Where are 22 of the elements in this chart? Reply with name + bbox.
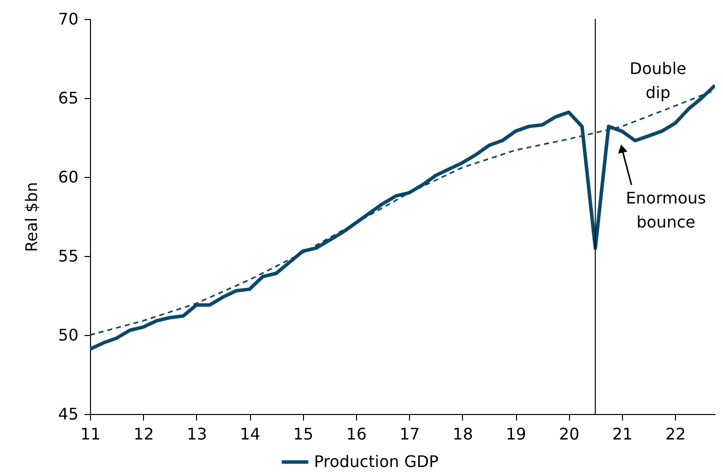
x-tick-label: 11 bbox=[80, 424, 101, 444]
x-tick-label: 12 bbox=[134, 424, 154, 444]
x-tick-label: 21 bbox=[612, 424, 633, 444]
x-tick-label: 15 bbox=[293, 424, 314, 444]
annotation: Double dip bbox=[630, 59, 686, 102]
y-tick-label: 65 bbox=[58, 88, 78, 108]
y-tick-label: 60 bbox=[58, 168, 78, 186]
y-tick-label: 50 bbox=[58, 326, 78, 344]
annotation: Enormous bounce bbox=[626, 188, 706, 232]
y-tick-label: 45 bbox=[58, 404, 78, 424]
y-axis-title: Real $bn bbox=[22, 182, 42, 252]
x-tick-label: 13 bbox=[186, 424, 208, 444]
x-tick-label: 20 bbox=[559, 424, 580, 444]
legend-label: Production GDP bbox=[314, 452, 439, 471]
x-tick-label: 16 bbox=[346, 424, 367, 444]
x-tick-label: 18 bbox=[452, 424, 474, 444]
x-tick-label: 22 bbox=[665, 424, 686, 444]
y-tick-label: 55 bbox=[58, 246, 78, 266]
x-tick-label: 14 bbox=[240, 424, 260, 444]
x-tick-label: 17 bbox=[399, 424, 420, 444]
x-tick-label: 19 bbox=[506, 424, 526, 444]
y-tick-label: 70 bbox=[58, 10, 78, 28]
